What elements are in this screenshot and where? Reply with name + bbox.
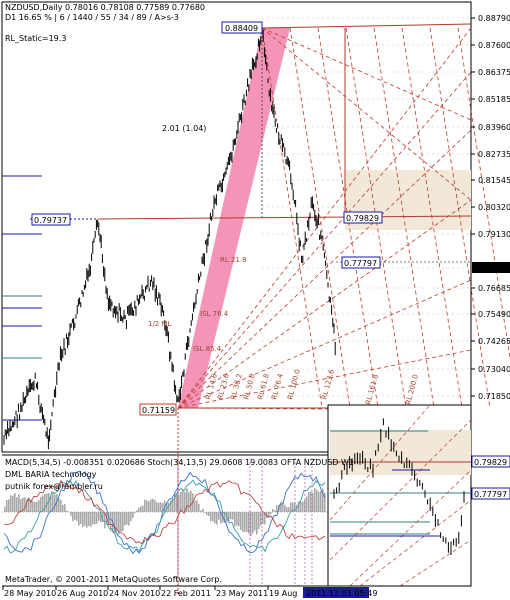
date-tick: 26 Aug 2010 bbox=[57, 589, 108, 598]
price-tick: 0.81545 bbox=[478, 176, 510, 185]
ratio-label: 2.01 (1.04) bbox=[162, 124, 206, 133]
level-label: ISL 85.4 bbox=[193, 345, 222, 353]
symbol-line: NZDUSD,Daily 0.78016 0.78108 0.77589 0.7… bbox=[5, 3, 205, 12]
price-tick: 0.74265 bbox=[478, 337, 510, 346]
watermark-2: putnik forex@rambler.ru bbox=[5, 482, 103, 491]
last-price-box: 0.77680 bbox=[472, 262, 510, 273]
date-tick: 24 Nov 2010 bbox=[109, 589, 160, 598]
date-tick: 19 Aug bbox=[269, 589, 297, 598]
mid-left-box: 0.79737 bbox=[31, 213, 71, 226]
date-tick: 23 May 2011 bbox=[216, 589, 268, 598]
price-tick: 0.80320 bbox=[478, 203, 510, 212]
svg-text:0.79829: 0.79829 bbox=[346, 214, 379, 223]
inset-lower-box: 0.77797 bbox=[471, 487, 510, 500]
high-level-line bbox=[261, 23, 472, 29]
price-tick: 0.88790 bbox=[478, 14, 510, 23]
svg-text:0.77680: 0.77680 bbox=[474, 264, 507, 273]
rl-labels: RL 14.6RL 23.6RL 38.2RL 50.0 RL 61.8 RL 76… bbox=[204, 368, 420, 406]
svg-text:0.77797: 0.77797 bbox=[344, 259, 377, 268]
level-label: 1/2 ML bbox=[148, 320, 172, 328]
inset-upper-box: 0.79829 bbox=[471, 455, 510, 468]
price-tick: 0.76685 bbox=[478, 284, 510, 293]
price-tick: 0.86375 bbox=[478, 68, 510, 77]
price-tick: 0.71850 bbox=[478, 392, 510, 401]
footer-copyright: MetaTrader, © 2001-2011 MetaQuotes Softw… bbox=[5, 575, 222, 584]
macd-panel: MACD(5,34,5) -0.008351 0.020686 Stoch(34… bbox=[2, 454, 354, 584]
date-tick: 28 May 2010 bbox=[4, 589, 56, 598]
mid-level-line bbox=[97, 215, 472, 220]
svg-text:0.88409: 0.88409 bbox=[225, 24, 258, 33]
price-axis: 0.88790 0.87600 0.86375 0.85185 0.83960 0.827… bbox=[471, 14, 510, 401]
price-tick: 0.79130 bbox=[478, 230, 510, 239]
svg-text:0.79737: 0.79737 bbox=[34, 216, 67, 225]
svg-text:0.79829: 0.79829 bbox=[474, 458, 507, 467]
date-tick: 22 Feb 2011 bbox=[161, 589, 211, 598]
price-tick: 0.82735 bbox=[478, 150, 510, 159]
low-box: 0.71159 bbox=[139, 403, 177, 416]
left-green-stubs bbox=[2, 295, 42, 359]
price-tick: 0.87600 bbox=[478, 41, 510, 50]
current-box: 0.77797 bbox=[341, 256, 381, 269]
macd-label: MACD(5,34,5) -0.008351 0.020686 Stoch(34… bbox=[5, 458, 354, 467]
timestamp-box: 2011.12.01 05:49 bbox=[303, 587, 377, 598]
info-line: D1 16.65 % | 6 / 1440 / 55 / 34 / 89 / A… bbox=[5, 13, 179, 22]
rl-static-label: RL_Static=19.3 bbox=[5, 34, 66, 43]
level-label: RL 21.8 bbox=[220, 256, 247, 264]
svg-text:0.77797: 0.77797 bbox=[474, 490, 507, 499]
price-tick: 0.85185 bbox=[478, 95, 510, 104]
price-tick: 0.75490 bbox=[478, 310, 510, 319]
level-label: ISL 76.4 bbox=[200, 310, 229, 318]
svg-text:2011.12.01 05:49: 2011.12.01 05:49 bbox=[306, 589, 377, 598]
mid-right-box: 0.79829 bbox=[343, 211, 383, 224]
inset-panel bbox=[327, 404, 472, 587]
svg-text:0.71159: 0.71159 bbox=[142, 406, 175, 415]
date-axis: 28 May 2010 26 Aug 2010 24 Nov 2010 22 Feb … bbox=[2, 586, 297, 598]
price-tick: 0.73040 bbox=[478, 365, 510, 374]
watermark-1: DML BARIA technology bbox=[5, 470, 97, 479]
price-tick: 0.83960 bbox=[478, 123, 510, 132]
left-level-stubs bbox=[2, 175, 42, 421]
high-box: 0.88409 bbox=[221, 21, 263, 34]
